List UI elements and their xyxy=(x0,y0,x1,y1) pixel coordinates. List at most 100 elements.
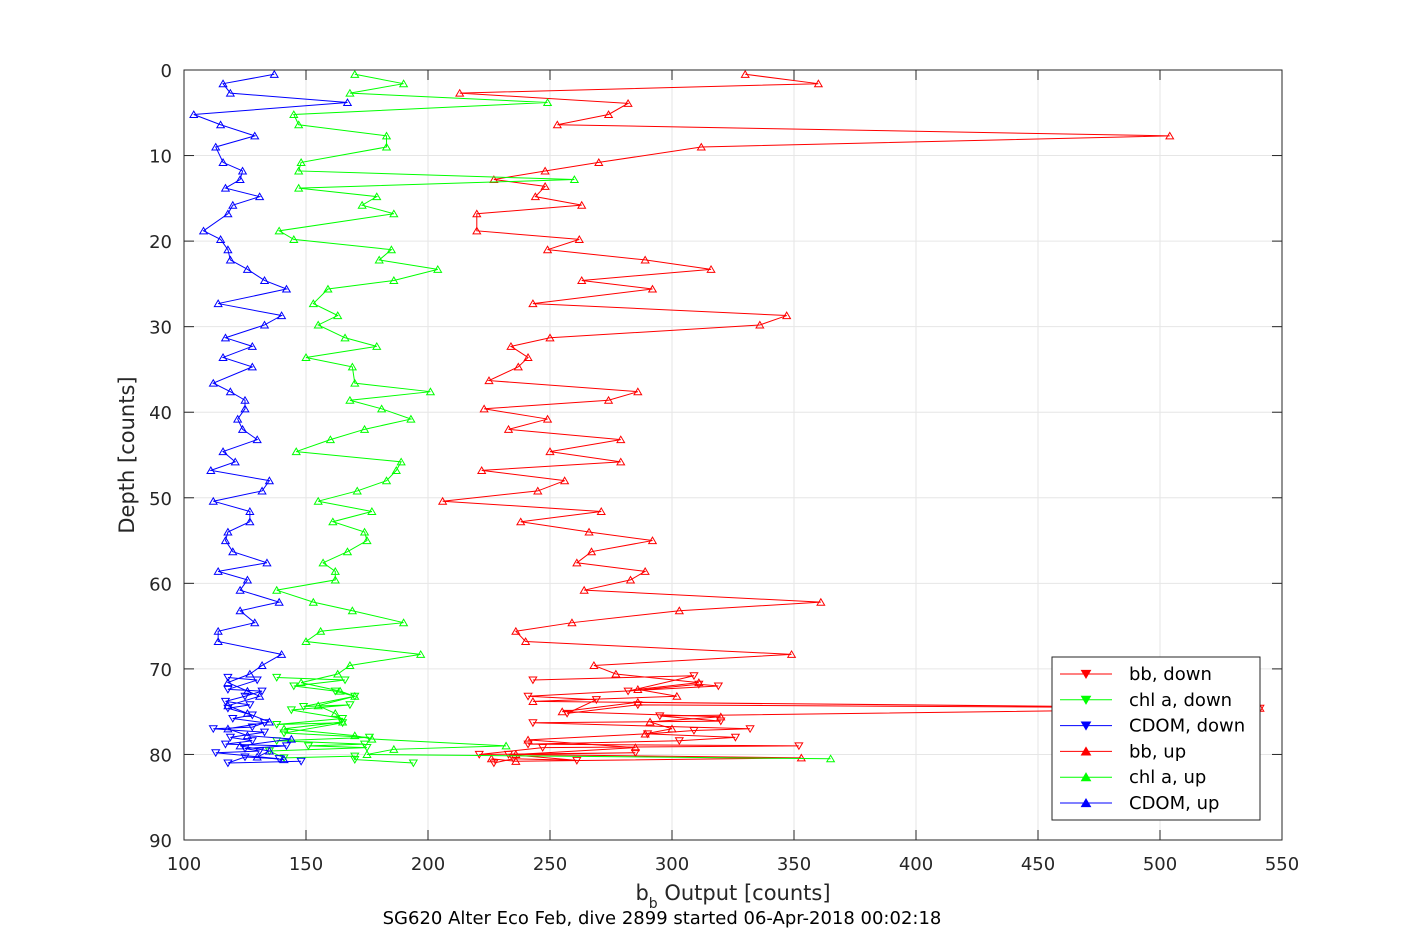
data-point xyxy=(301,637,311,646)
data-point xyxy=(279,724,289,733)
data-point xyxy=(786,649,797,658)
data-point xyxy=(716,712,726,721)
data-point xyxy=(250,618,260,627)
data-point xyxy=(225,88,236,97)
data-point xyxy=(218,447,228,456)
data-point xyxy=(633,685,643,693)
data-point xyxy=(279,729,289,738)
data-point xyxy=(350,378,360,387)
data-point xyxy=(230,457,240,466)
data-point xyxy=(289,682,299,691)
data-point xyxy=(340,333,350,342)
series-line xyxy=(479,675,1261,764)
data-point xyxy=(342,547,353,556)
series-chl-a-up xyxy=(272,69,836,763)
data-point xyxy=(252,435,262,444)
data-point xyxy=(308,299,318,308)
data-point xyxy=(667,724,677,733)
x-tick-label: 150 xyxy=(289,854,323,875)
data-point xyxy=(240,753,250,762)
data-point xyxy=(242,731,253,740)
data-point xyxy=(591,696,602,705)
data-point xyxy=(740,69,750,78)
data-point xyxy=(276,649,287,658)
data-point xyxy=(252,676,262,685)
series-layer xyxy=(189,69,1265,768)
data-point xyxy=(330,708,340,717)
data-point xyxy=(313,320,323,329)
data-point xyxy=(247,737,257,746)
data-point xyxy=(337,714,348,723)
data-point xyxy=(272,720,282,729)
data-point xyxy=(337,719,348,728)
data-point xyxy=(264,746,275,755)
data-point xyxy=(237,166,248,175)
data-point xyxy=(484,376,494,385)
data-point xyxy=(559,476,570,485)
data-point xyxy=(816,597,826,606)
data-point xyxy=(520,637,531,646)
data-point xyxy=(640,566,650,575)
data-point xyxy=(286,706,297,715)
data-point xyxy=(289,110,299,119)
data-point xyxy=(247,341,257,350)
x-tick-label: 400 xyxy=(899,854,933,875)
x-axis-label: bb Output [counts] xyxy=(635,881,830,912)
data-point xyxy=(218,353,228,362)
data-point xyxy=(372,341,382,350)
data-point xyxy=(308,597,318,606)
data-point xyxy=(330,687,340,696)
data-point xyxy=(206,465,216,474)
data-point xyxy=(294,183,304,192)
data-point xyxy=(389,276,399,285)
data-point xyxy=(647,284,658,293)
data-point xyxy=(694,678,704,687)
x-tick-label: 200 xyxy=(411,854,445,875)
data-point xyxy=(337,717,348,726)
data-point xyxy=(579,585,589,594)
legend-marker xyxy=(1080,797,1092,808)
data-point xyxy=(689,726,699,735)
data-point xyxy=(474,750,484,759)
data-point xyxy=(345,701,355,710)
data-point xyxy=(538,744,548,753)
data-point xyxy=(279,755,289,764)
data-point xyxy=(289,234,299,243)
data-point xyxy=(211,142,221,151)
data-point xyxy=(755,320,765,329)
x-tick-label: 500 xyxy=(1143,854,1177,875)
data-point xyxy=(264,476,275,485)
data-point xyxy=(296,678,306,687)
data-point xyxy=(745,725,755,734)
data-point xyxy=(396,457,406,466)
data-point xyxy=(208,378,218,387)
data-point xyxy=(242,264,253,273)
data-point xyxy=(542,98,553,107)
axes: 100 150 200 250 300 350 400 450 500 550 0 10 20 30 40 5… xyxy=(149,61,1299,875)
data-point xyxy=(696,142,706,151)
data-point xyxy=(630,743,641,752)
data-point xyxy=(437,496,448,505)
data-point xyxy=(223,724,233,733)
data-point xyxy=(489,175,499,184)
y-tick-label: 10 xyxy=(149,147,172,168)
data-point xyxy=(330,566,340,575)
data-point xyxy=(281,742,292,751)
data-point xyxy=(247,723,257,732)
data-point xyxy=(616,457,626,466)
data-point xyxy=(540,181,550,190)
data-point xyxy=(523,740,533,749)
data-point xyxy=(503,424,514,433)
data-point xyxy=(501,741,511,750)
legend-marker xyxy=(1080,746,1092,756)
legend: bb, down chl a, down CDOM, down bb, up chl a… xyxy=(1051,656,1261,821)
data-point xyxy=(350,69,360,78)
data-point xyxy=(586,547,597,556)
x-axis-label-rest: Output [counts] xyxy=(658,881,831,905)
data-point xyxy=(218,79,228,88)
data-point xyxy=(528,719,538,728)
data-point xyxy=(254,691,265,700)
data-point xyxy=(572,558,582,567)
legend-item: bb, down xyxy=(1060,664,1212,685)
x-tick-label: 350 xyxy=(777,854,811,875)
